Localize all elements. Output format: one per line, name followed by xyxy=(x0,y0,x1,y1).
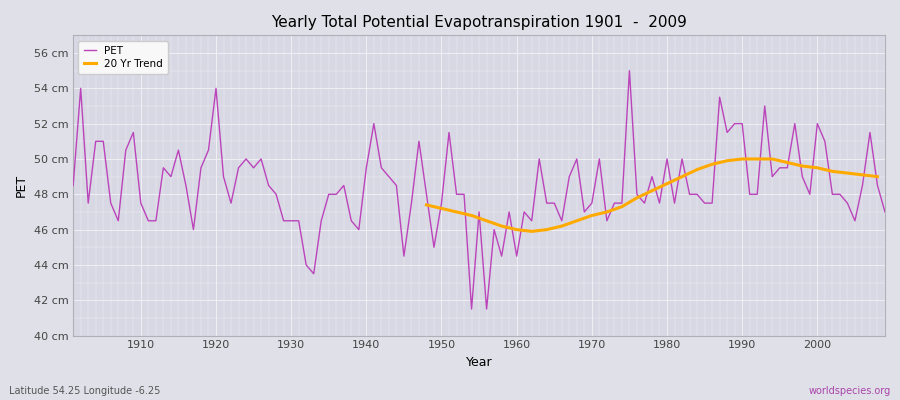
20 Yr Trend xyxy=(587,213,598,218)
20 Yr Trend xyxy=(692,167,703,172)
20 Yr Trend xyxy=(872,174,883,179)
PET xyxy=(68,183,78,188)
Title: Yearly Total Potential Evapotranspiration 1901  -  2009: Yearly Total Potential Evapotranspiratio… xyxy=(271,15,687,30)
20 Yr Trend xyxy=(436,206,447,211)
PET xyxy=(338,183,349,188)
X-axis label: Year: Year xyxy=(466,356,492,369)
PET xyxy=(609,201,620,206)
20 Yr Trend xyxy=(752,156,762,161)
20 Yr Trend xyxy=(737,156,748,161)
20 Yr Trend xyxy=(812,165,823,170)
PET xyxy=(128,130,139,135)
Y-axis label: PET: PET xyxy=(15,174,28,197)
20 Yr Trend xyxy=(646,188,657,193)
20 Yr Trend xyxy=(451,210,462,214)
Line: 20 Yr Trend: 20 Yr Trend xyxy=(427,159,878,231)
20 Yr Trend xyxy=(556,224,567,228)
Text: worldspecies.org: worldspecies.org xyxy=(809,386,891,396)
20 Yr Trend xyxy=(857,172,868,177)
20 Yr Trend xyxy=(677,174,688,179)
20 Yr Trend xyxy=(526,229,537,234)
20 Yr Trend xyxy=(722,158,733,163)
20 Yr Trend xyxy=(466,213,477,218)
20 Yr Trend xyxy=(767,156,778,161)
PET xyxy=(466,307,477,312)
20 Yr Trend xyxy=(421,202,432,207)
Text: Latitude 54.25 Longitude -6.25: Latitude 54.25 Longitude -6.25 xyxy=(9,386,160,396)
20 Yr Trend xyxy=(827,169,838,174)
PET xyxy=(624,68,634,73)
20 Yr Trend xyxy=(782,160,793,165)
PET xyxy=(511,254,522,258)
20 Yr Trend xyxy=(482,218,492,223)
20 Yr Trend xyxy=(632,196,643,200)
20 Yr Trend xyxy=(706,162,717,167)
20 Yr Trend xyxy=(842,171,853,176)
PET xyxy=(879,210,890,214)
20 Yr Trend xyxy=(496,224,507,228)
20 Yr Trend xyxy=(601,210,612,214)
PET xyxy=(518,210,529,214)
20 Yr Trend xyxy=(541,227,552,232)
20 Yr Trend xyxy=(796,164,807,168)
20 Yr Trend xyxy=(511,227,522,232)
Legend: PET, 20 Yr Trend: PET, 20 Yr Trend xyxy=(78,40,168,74)
20 Yr Trend xyxy=(662,181,672,186)
Line: PET: PET xyxy=(73,71,885,309)
20 Yr Trend xyxy=(616,204,627,209)
PET xyxy=(293,218,304,223)
20 Yr Trend xyxy=(572,218,582,223)
